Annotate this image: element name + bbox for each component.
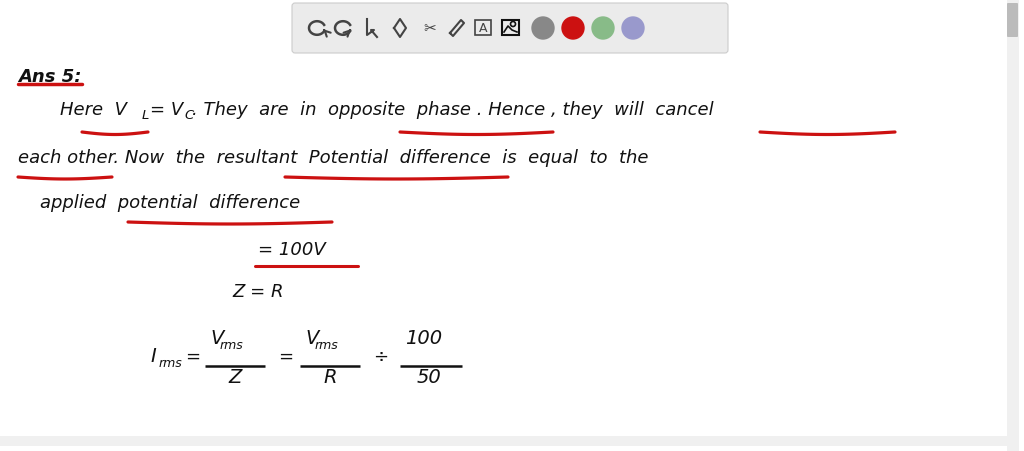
Text: Ans 5:: Ans 5:: [18, 68, 82, 86]
Text: Here  V: Here V: [60, 101, 127, 119]
Text: 100: 100: [406, 328, 442, 347]
Text: each other. Now  the  resultant  Potential  difference  is  equal  to  the: each other. Now the resultant Potential …: [18, 149, 648, 166]
Text: ÷: ÷: [373, 347, 388, 365]
Circle shape: [532, 18, 554, 40]
Circle shape: [592, 18, 614, 40]
Text: Z: Z: [228, 367, 242, 386]
Text: rms: rms: [315, 338, 339, 351]
Bar: [0, 436, 1007, 446]
Text: V: V: [210, 328, 223, 347]
Text: = 100V: = 100V: [258, 240, 326, 258]
Text: Z = R: Z = R: [232, 282, 284, 300]
Circle shape: [622, 18, 644, 40]
Text: rms: rms: [220, 338, 244, 351]
Bar: [1007, 0, 1019, 451]
Text: A: A: [479, 23, 487, 36]
Circle shape: [562, 18, 584, 40]
FancyBboxPatch shape: [292, 4, 728, 54]
Text: V: V: [305, 328, 318, 347]
Text: rms: rms: [159, 356, 182, 369]
Text: . They  are  in  opposite  phase . Hence , they  will  cancel: . They are in opposite phase . Hence , t…: [193, 101, 714, 119]
Text: applied  potential  difference: applied potential difference: [40, 193, 300, 212]
Text: I: I: [150, 346, 156, 365]
Text: =: =: [278, 347, 293, 365]
Text: C: C: [184, 109, 194, 122]
Text: L: L: [142, 109, 150, 122]
Text: ✂: ✂: [424, 22, 436, 37]
FancyBboxPatch shape: [1007, 4, 1018, 38]
Text: =: =: [185, 347, 200, 365]
Text: 50: 50: [417, 367, 441, 386]
Text: = V: = V: [150, 101, 183, 119]
Text: R: R: [323, 367, 337, 386]
